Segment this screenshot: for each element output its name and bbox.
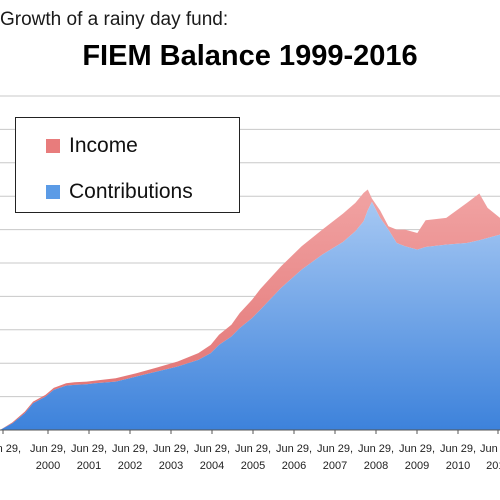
x-tick-year-label: 2003 xyxy=(159,460,183,472)
income-area xyxy=(0,189,500,430)
legend-swatch-income xyxy=(46,139,60,153)
x-tick-label: Jun 29, xyxy=(0,443,21,455)
x-tick-year-label: 2011 xyxy=(486,460,500,472)
x-tick-year-label: 2005 xyxy=(241,460,265,472)
legend-item-income: Income xyxy=(46,134,138,158)
x-tick-label: Jun 29, xyxy=(480,443,500,455)
contributions-area xyxy=(0,201,500,430)
legend-label-income: Income xyxy=(69,134,138,157)
x-tick-label: Jun 29, xyxy=(235,443,271,455)
x-tick-year-label: 2001 xyxy=(77,460,101,472)
legend-swatch-contributions xyxy=(46,185,60,199)
stacked-areas xyxy=(0,189,500,430)
x-tick-year-label: 2007 xyxy=(323,460,347,472)
chart-subtitle: Growth of a rainy day fund: xyxy=(0,9,229,30)
x-tick-label: Jun 29, xyxy=(440,443,476,455)
x-tick-label: Jun 29, xyxy=(30,443,66,455)
legend: Income Contributions xyxy=(15,117,240,213)
x-tick-label: Jun 29, xyxy=(358,443,394,455)
x-tick-year-label: 2004 xyxy=(200,460,224,472)
chart-title: FIEM Balance 1999-2016 xyxy=(82,40,418,72)
x-tick-label: Jun 29, xyxy=(194,443,230,455)
legend-label-contributions: Contributions xyxy=(69,180,193,203)
x-tick-label: Jun 29, xyxy=(276,443,312,455)
x-tick-label: Jun 29, xyxy=(112,443,148,455)
x-tick-year-label: 2010 xyxy=(446,460,470,472)
x-tick-label: Jun 29, xyxy=(71,443,107,455)
x-tick-year-label: 2008 xyxy=(364,460,388,472)
legend-item-contributions: Contributions xyxy=(46,180,193,204)
x-tick-year-label: 2006 xyxy=(282,460,306,472)
x-tick-year-label: 2009 xyxy=(405,460,429,472)
x-tick-year-label: 2002 xyxy=(118,460,142,472)
x-tick-label: Jun 29, xyxy=(399,443,435,455)
axes: Jun 29, Jun 29, 2000 Jun 29, 2001 Jun 29, 2002… xyxy=(0,429,500,472)
x-tick-label: Jun 29, xyxy=(317,443,353,455)
x-tick-year-label: 2000 xyxy=(36,460,60,472)
x-tick-label: Jun 29, xyxy=(153,443,189,455)
